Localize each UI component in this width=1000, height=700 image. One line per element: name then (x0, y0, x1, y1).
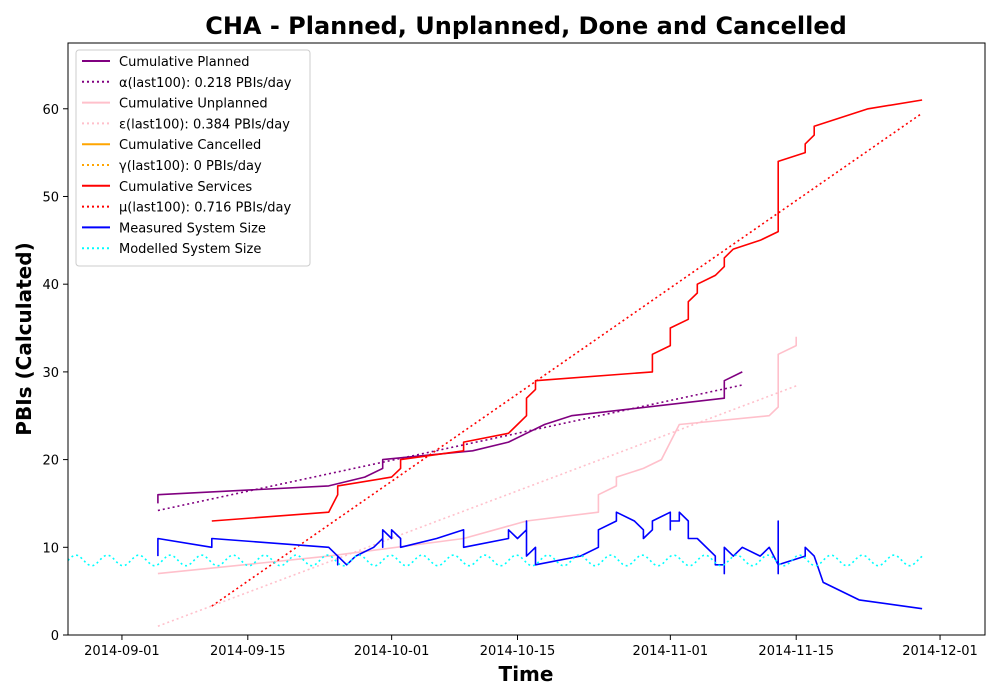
x-tick-label: 2014-11-15 (758, 644, 834, 659)
legend-label: ε(last100): 0.384 PBIs/day (119, 117, 290, 132)
legend-label: μ(last100): 0.716 PBIs/day (119, 201, 291, 216)
series-line-last100-0-716-pbis-day (211, 112, 923, 607)
series-line-measured-system-size (157, 511, 923, 610)
x-tick-label: 2014-11-01 (633, 644, 709, 659)
y-tick-label: 10 (42, 541, 59, 556)
chart-title: CHA - Planned, Unplanned, Done and Cance… (205, 12, 847, 40)
series-line-cumulative-services (211, 99, 923, 522)
plot-frame (67, 42, 986, 636)
y-tick-label: 40 (42, 278, 59, 293)
y-axis-label: PBIs (Calculated) (12, 242, 36, 435)
x-tick-label: 2014-10-01 (354, 644, 430, 659)
series-line-cumulative-planned (157, 371, 743, 504)
legend-label: Modelled System Size (119, 242, 261, 257)
x-tick-label: 2014-09-15 (210, 644, 286, 659)
series-group (68, 99, 923, 627)
legend-label: Cumulative Services (119, 180, 252, 195)
y-tick-label: 30 (42, 366, 59, 381)
legend: Cumulative Planned α(last100): 0.218 PBIs… (75, 49, 311, 267)
x-axis-label: Time (499, 662, 554, 686)
x-tick-label: 2014-10-15 (480, 644, 556, 659)
legend-label: Cumulative Cancelled (119, 138, 261, 153)
legend-label: α(last100): 0.218 PBIs/day (119, 76, 292, 91)
y-tick-label: 20 (42, 454, 59, 469)
legend-box (75, 49, 311, 267)
x-axis: 2014-09-01 2014-09-15 2014-10-01 2014-10-15… (84, 635, 978, 659)
legend-label: γ(last100): 0 PBIs/day (119, 159, 262, 174)
x-tick-label: 2014-12-01 (902, 644, 978, 659)
y-tick-label: 60 (42, 103, 59, 118)
series-line-modelled-system-size (68, 554, 923, 567)
series-line-last100-0-384-pbis-day (157, 385, 797, 627)
series-line-cumulative-unplanned (157, 336, 798, 575)
y-tick-label: 50 (42, 190, 59, 205)
plot-area (68, 99, 923, 627)
legend-label: Cumulative Unplanned (119, 97, 268, 112)
legend-label: Measured System Size (119, 221, 266, 236)
legend-label: Cumulative Planned (119, 55, 249, 70)
y-tick-label: 0 (51, 629, 59, 644)
y-axis: 0 10 20 30 40 50 60 (42, 103, 68, 644)
x-tick-label: 2014-09-01 (84, 644, 160, 659)
